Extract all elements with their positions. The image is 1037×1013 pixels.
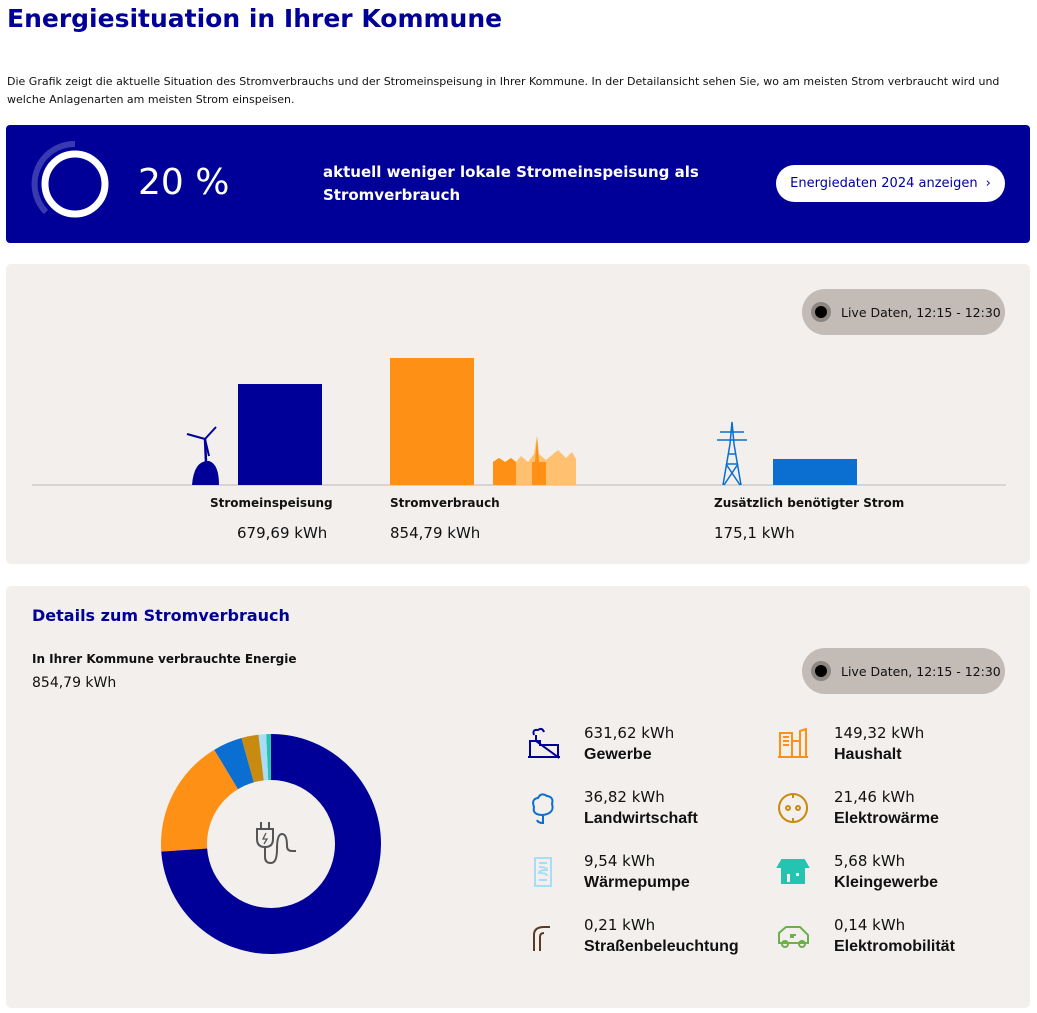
tree-icon [526,791,562,831]
bar-value: 679,69 kWh [237,524,328,542]
donut-slice-wärmepumpe [258,734,269,781]
category-name: Elektromobilität [834,938,955,955]
donut-slice-gewerbe [161,734,381,954]
category-gewerbe: 631,62 kWh Gewerbe [584,724,674,764]
category-value: 0,21 kWh [584,916,656,934]
category-elektrowärme: 21,46 kWh Elektrowärme [834,788,939,828]
category-name: Landwirtschaft [584,810,698,827]
category-wärmepumpe: 9,54 kWh Wärmepumpe [584,852,690,892]
bar-chart [32,358,1006,486]
category-value: 631,62 kWh [584,724,675,742]
donut-slice-kleingewerbe [266,734,271,781]
percent-value: 20 % [138,162,230,203]
category-name: Straßenbeleuchtung [584,938,739,955]
live-dot-icon [811,302,831,322]
live-dot-icon [811,661,831,681]
street-lamp-icon [526,919,562,959]
category-name: Wärmepumpe [584,874,690,891]
donut-slice-elektrowärme [241,734,264,783]
bar-2 [773,458,857,485]
bar-value: 175,1 kWh [714,524,795,542]
power-pylon-icon [717,421,747,486]
category-name: Gewerbe [584,746,652,763]
bar-label: Stromeinspeisung [210,496,333,510]
plug-icon [256,822,296,865]
category-value: 0,14 kWh [834,916,906,934]
details-title: Details zum Stromverbrauch [32,606,290,625]
category-elektromobilität: 0,14 kWh Elektromobilität [834,916,955,956]
donut-slice-haushalt [161,749,238,852]
category-straßenbeleuchtung: 0,21 kWh Straßenbeleuchtung [584,916,739,956]
category-haushalt: 149,32 kWh Haushalt [834,724,924,764]
category-value: 5,68 kWh [834,852,906,870]
live-data-badge-details[interactable]: Live Daten, 12:15 - 12:30 [802,648,1005,694]
donut-slice-landwirtschaft [214,738,254,790]
category-value: 21,46 kWh [834,788,915,806]
heat-pump-icon [526,855,562,895]
details-panel: Details zum Stromverbrauch In Ihrer Komm… [6,586,1030,1008]
intro-text: Die Grafik zeigt die aktuelle Situation … [7,75,1000,106]
category-name: Kleingewerbe [834,874,939,891]
bar-label: Stromverbrauch [390,496,500,510]
show-energy-data-button[interactable]: Energiedaten 2024 anzeigen › [776,165,1005,202]
percent-ring-icon [31,140,109,218]
shop-icon [776,855,812,895]
page-title: Energiesituation in Ihrer Kommune [7,4,503,33]
consumption-donut-chart [161,734,381,954]
chevron-right-icon: › [985,176,991,191]
bar-value: 854,79 kWh [390,524,481,542]
category-value: 149,32 kWh [834,724,925,742]
bar-1 [390,358,474,485]
live-data-badge[interactable]: Live Daten, 12:15 - 12:30 [802,289,1005,335]
category-kleingewerbe: 5,68 kWh Kleingewerbe [834,852,938,892]
buildings-icon [776,727,812,767]
consumed-energy-total: 854,79 kWh [32,675,117,691]
category-value: 36,82 kWh [584,788,665,806]
category-name: Elektrowärme [834,810,939,827]
factory-icon [526,727,562,767]
consumed-energy-label: In Ihrer Kommune verbrauchte Energie [32,652,297,666]
bar-label: Zusätzlich benötigter Strom [714,496,905,510]
overview-panel: Live Daten, 12:15 - 12:30 Stromeinspeisu… [6,264,1030,564]
category-landwirtschaft: 36,82 kWh Landwirtschaft [584,788,698,828]
wind-turbine-icon [176,426,219,485]
electric-car-icon [776,919,812,959]
category-value: 9,54 kWh [584,852,656,870]
button-label: Energiedaten 2024 anzeigen [790,176,978,191]
live-label: Live Daten, 12:15 - 12:30 [841,663,1001,679]
live-label: Live Daten, 12:15 - 12:30 [841,304,1001,320]
town-icon [493,436,576,485]
category-name: Haushalt [834,746,902,763]
summary-banner: 20 % aktuell weniger lokale Stromeinspei… [6,125,1030,243]
socket-icon [776,791,812,831]
bar-0 [238,384,322,485]
banner-text: aktuell weniger lokale Stromeinspeisung … [323,163,699,204]
